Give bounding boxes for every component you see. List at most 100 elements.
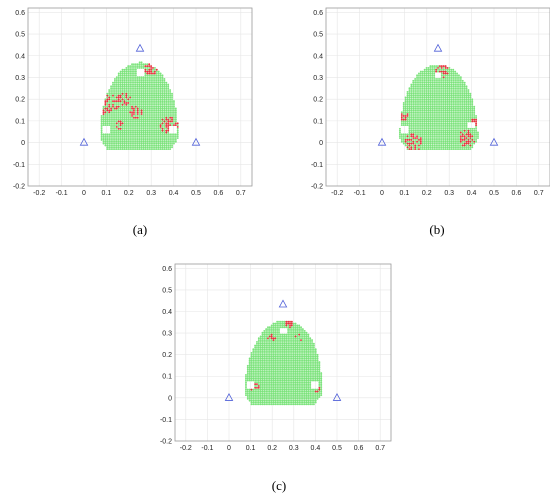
reachable-point <box>450 146 453 149</box>
reachable-point <box>161 79 164 82</box>
reachable-point <box>300 337 302 340</box>
reachable-point <box>285 359 288 362</box>
reachable-point <box>437 146 439 149</box>
reachable-point <box>159 122 162 125</box>
reachable-point <box>268 366 271 369</box>
reachable-point <box>444 79 447 82</box>
reachable-point <box>272 362 275 365</box>
reachable-point <box>133 68 135 71</box>
reachable-point <box>459 100 462 103</box>
reachable-point <box>136 122 139 125</box>
reachable-point <box>150 127 153 130</box>
reachable-point <box>281 372 284 375</box>
reachable-point <box>404 107 407 110</box>
reachable-point <box>427 96 430 99</box>
unreachable-point <box>104 107 107 110</box>
reachable-point <box>159 92 162 95</box>
reachable-point <box>281 324 284 327</box>
reachable-point <box>435 124 438 127</box>
unreachable-point <box>136 111 139 114</box>
reachable-point <box>301 385 304 387</box>
reachable-point <box>106 140 109 143</box>
reachable-point <box>265 361 268 364</box>
reachable-point <box>110 98 113 101</box>
reachable-point <box>272 403 275 406</box>
reachable-point <box>157 79 160 82</box>
reachable-point <box>146 124 149 127</box>
reachable-point <box>438 89 441 92</box>
reachable-point <box>163 100 166 103</box>
reachable-point <box>265 346 268 349</box>
reachable-point <box>106 124 109 127</box>
unreachable-point <box>467 140 470 143</box>
reachable-point <box>272 357 275 360</box>
reachable-point <box>452 114 455 117</box>
reachable-point <box>157 135 160 138</box>
reachable-point <box>402 113 405 115</box>
reachable-point <box>437 89 439 92</box>
reachable-point <box>133 148 135 151</box>
reachable-point <box>155 137 158 139</box>
reachable-point <box>416 102 419 104</box>
reachable-point <box>442 109 445 112</box>
reachable-point <box>410 103 413 106</box>
reachable-point <box>296 351 299 354</box>
reachable-point <box>425 107 428 110</box>
reachable-point <box>429 113 432 115</box>
reachable-point <box>256 372 258 375</box>
reachable-point <box>446 118 449 121</box>
reachable-point <box>148 131 151 134</box>
reachable-point <box>450 142 453 145</box>
unreachable-point <box>115 107 118 110</box>
reachable-point <box>127 70 130 73</box>
reachable-point <box>303 379 306 382</box>
reachable-point <box>408 96 411 99</box>
reachable-point <box>456 122 458 125</box>
reachable-point <box>252 351 255 354</box>
reachable-point <box>278 399 280 402</box>
reachable-point <box>150 140 153 143</box>
reachable-point <box>279 351 282 354</box>
reachable-point <box>123 133 126 136</box>
reachable-point <box>152 98 154 101</box>
reachable-point <box>448 89 451 92</box>
reachable-point <box>148 107 151 110</box>
reachable-point <box>113 144 116 147</box>
reachable-point <box>305 351 308 354</box>
reachable-point <box>121 144 124 147</box>
reachable-point <box>140 103 143 106</box>
reachable-point <box>442 146 445 149</box>
unreachable-point <box>465 142 468 145</box>
reachable-point <box>421 76 424 79</box>
reachable-point <box>117 103 120 106</box>
reachable-point <box>287 375 290 378</box>
reachable-point <box>112 122 114 125</box>
reachable-point <box>248 374 251 376</box>
reachable-point <box>312 355 315 358</box>
unreachable-point <box>165 118 168 121</box>
reachable-point <box>261 351 264 354</box>
reachable-point <box>274 361 277 364</box>
reachable-point <box>265 351 268 354</box>
reachable-point <box>272 340 275 343</box>
reachable-point <box>287 377 290 380</box>
reachable-point <box>146 102 149 104</box>
reachable-point <box>270 372 273 375</box>
reachable-point <box>125 118 128 121</box>
reachable-point <box>459 114 462 117</box>
reachable-point <box>444 118 447 121</box>
reachable-point <box>287 364 290 367</box>
reachable-point <box>285 342 288 345</box>
reachable-point <box>437 85 439 88</box>
reachable-point <box>121 131 124 134</box>
reachable-point <box>448 116 451 119</box>
reachable-point <box>309 364 312 367</box>
unreachable-point <box>134 105 137 108</box>
reachable-point <box>281 340 284 343</box>
reachable-point <box>267 328 269 331</box>
reachable-point <box>398 129 401 132</box>
reachable-point <box>303 350 306 353</box>
reachable-point <box>270 357 273 360</box>
reachable-point <box>167 146 170 149</box>
reachable-point <box>142 113 145 115</box>
